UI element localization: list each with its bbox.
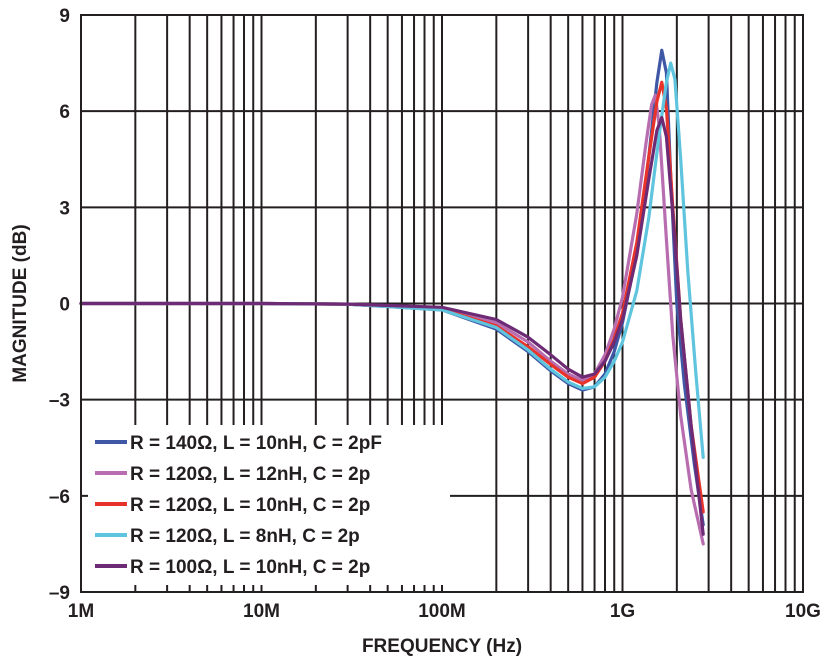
series-line-2 (79, 93, 705, 546)
x-tick-labels: 1M 10M 100M 1G 10G (68, 601, 821, 622)
legend-background (88, 425, 450, 585)
x-tick-label: 1G (610, 601, 635, 622)
legend-label-3: R = 120Ω, L = 10nH, C = 2p (130, 495, 370, 516)
x-tick-label: 10M (243, 601, 280, 622)
x-tick-label: 100M (418, 601, 466, 622)
y-tick-label: –3 (49, 391, 70, 412)
series-line-4 (79, 61, 705, 459)
y-tick-label: –6 (49, 487, 70, 508)
series-line-5 (79, 116, 705, 536)
series-group (79, 48, 705, 546)
x-tick-label: 10G (785, 601, 821, 622)
y-tick-label: –9 (49, 583, 70, 604)
y-tick-label: 9 (59, 6, 70, 27)
legend-label-5: R = 100Ω, L = 10nH, C = 2p (130, 557, 370, 578)
x-tick-label: 1M (68, 601, 94, 622)
legend: R = 140Ω, L = 10nH, C = 2pF R = 120Ω, L =… (88, 425, 450, 585)
legend-label-2: R = 120Ω, L = 12nH, C = 2p (130, 464, 370, 485)
legend-label-1: R = 140Ω, L = 10nH, C = 2pF (130, 433, 382, 454)
y-tick-label: 3 (59, 198, 70, 219)
y-tick-labels: 9 6 3 0 –3 –6 –9 (49, 6, 70, 604)
y-axis-title: MAGNITUDE (dB) (10, 224, 31, 382)
legend-label-4: R = 120Ω, L = 8nH, C = 2p (130, 526, 360, 547)
y-tick-label: 6 (59, 102, 70, 123)
y-tick-label: 0 (59, 295, 70, 316)
plot-frame (80, 14, 804, 593)
x-axis-title: FREQUENCY (Hz) (362, 636, 522, 657)
